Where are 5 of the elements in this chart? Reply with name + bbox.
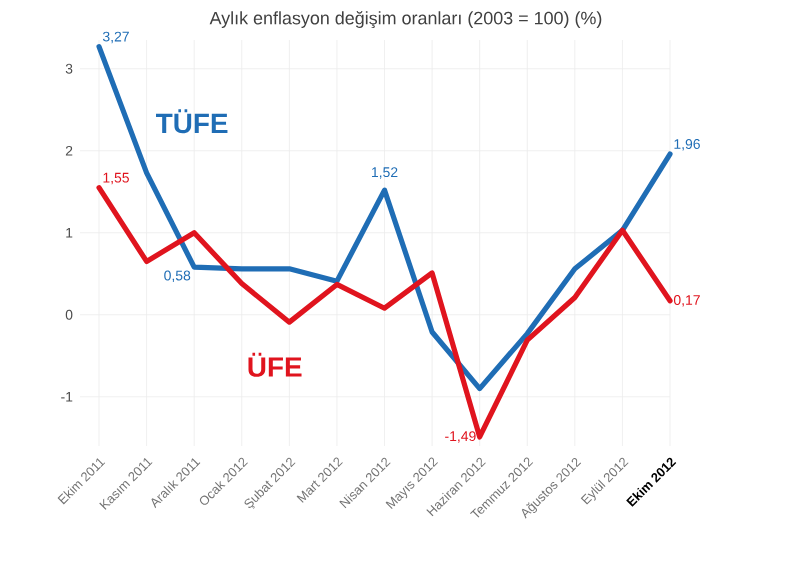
line-series [96,185,673,440]
series-label: TÜFE [156,109,228,134]
series-label: ÜFE [248,352,302,377]
chart-title: Aylık enflasyon değişim oranları (2003 = 100) (%) [209,11,602,29]
line-series [96,43,673,392]
